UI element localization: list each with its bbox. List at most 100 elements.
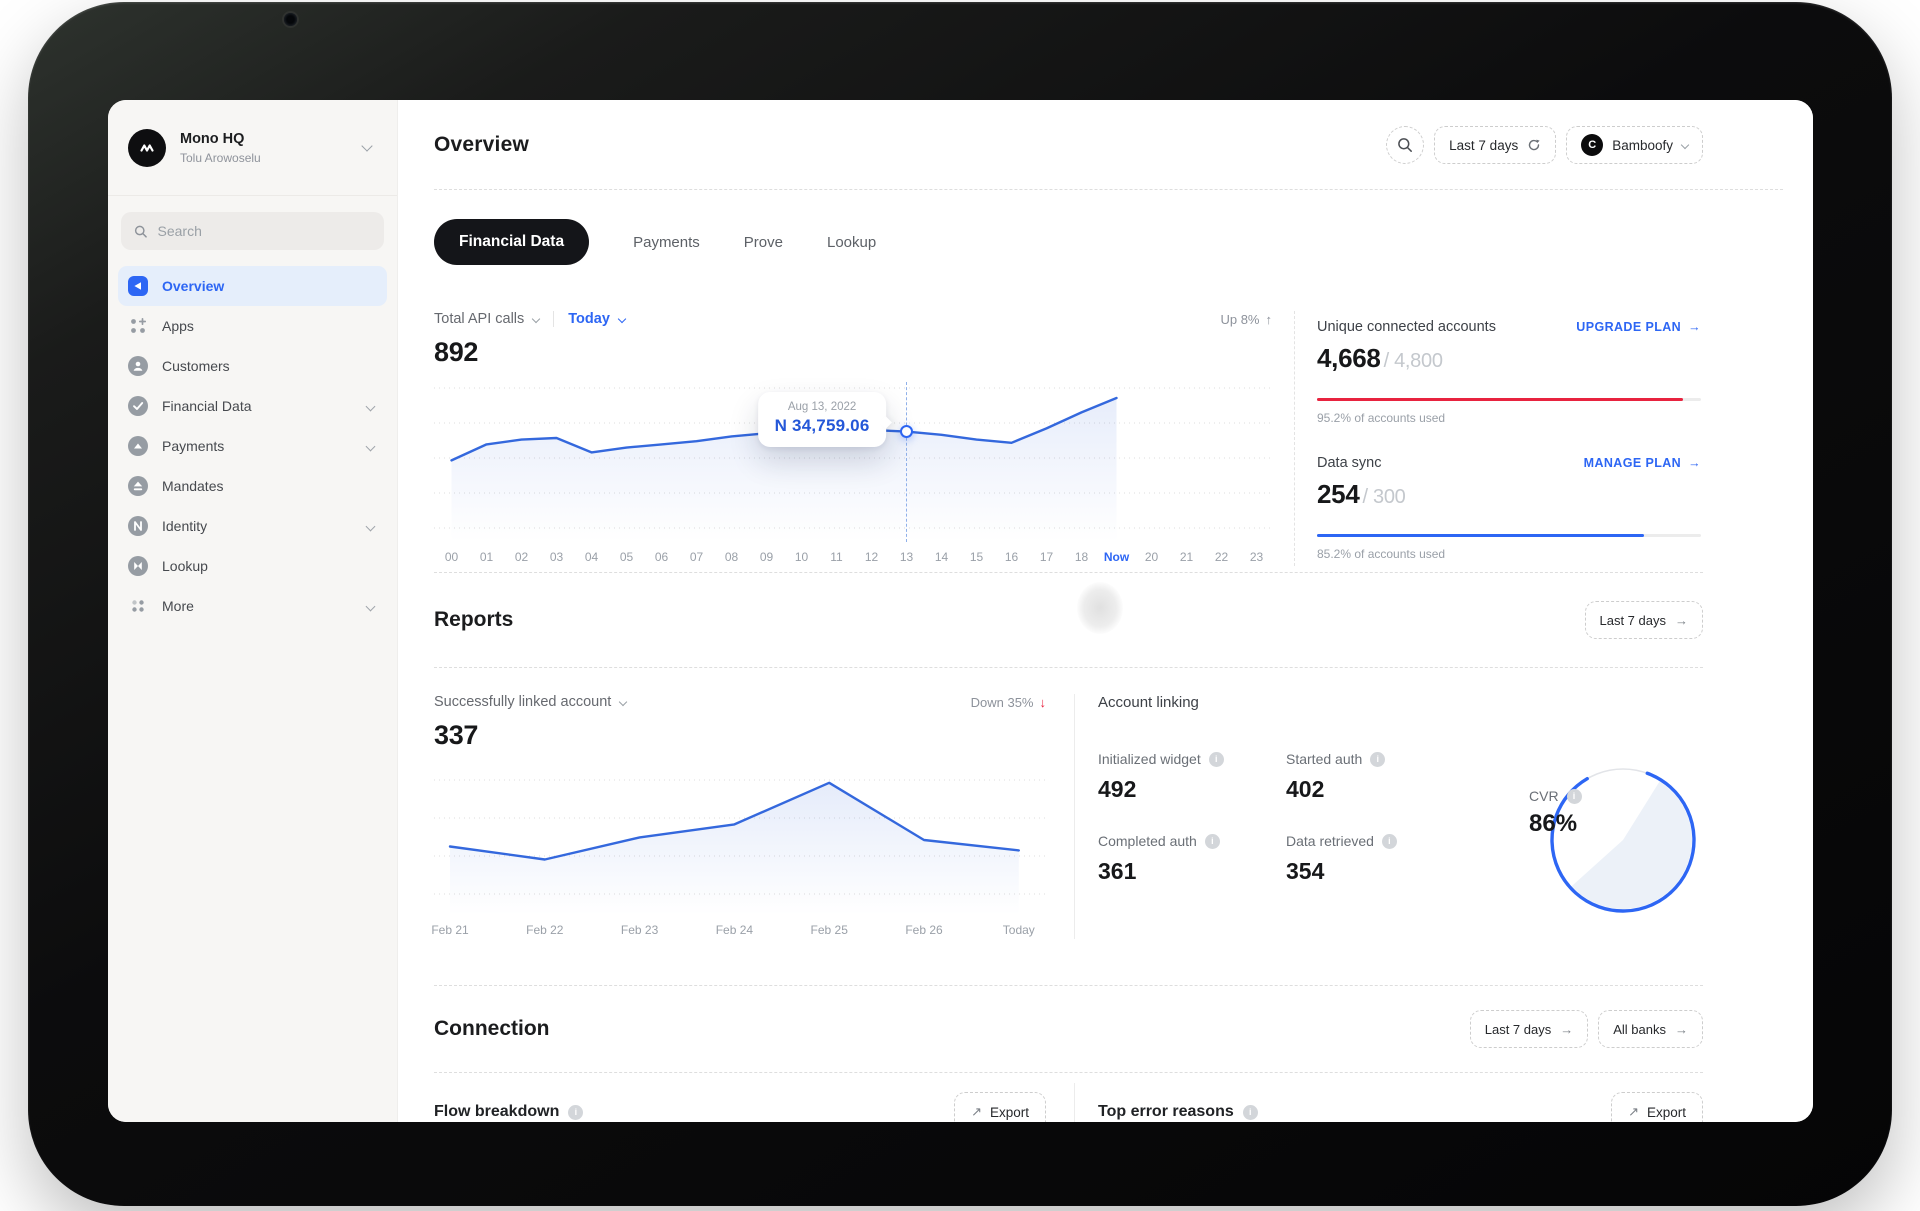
x-axis-labels: 00 01 02 03 04 05 06 07 08 09 10 11 12 13 14 15 16 17 18 No… — [434, 550, 1273, 566]
search-button[interactable] — [1386, 126, 1425, 164]
x-tick: Feb 25 — [810, 923, 848, 937]
info-icon[interactable]: i — [568, 1104, 584, 1120]
metric-value: 492 — [1098, 776, 1137, 802]
tab-financial-data[interactable]: Financial Data — [434, 219, 590, 265]
x-tick: 12 — [864, 550, 879, 564]
period-select[interactable]: Today — [568, 311, 627, 327]
sidebar-item-label: Financial Data — [162, 398, 252, 414]
info-icon[interactable]: i — [1370, 751, 1386, 767]
x-tick: 21 — [1179, 550, 1194, 564]
workspace-switcher[interactable]: Mono HQ Tolu Arowoselu — [108, 100, 397, 196]
sidebar-item-label: Identity — [162, 518, 208, 534]
api-calls-header: Total API calls Today Up 8% ↑ — [434, 311, 1272, 327]
metric-select[interactable]: Total API calls — [434, 311, 541, 327]
account-menu-button[interactable]: C Bamboofy — [1566, 126, 1703, 164]
x-tick: Today — [1002, 923, 1035, 937]
plan-head: Data sync MANAGE PLAN → — [1317, 455, 1701, 471]
arrow-right-icon: → — [1675, 612, 1688, 628]
connection-period-button[interactable]: Last 7 days → — [1469, 1010, 1589, 1048]
sidebar-item-overview[interactable]: Overview — [118, 266, 387, 306]
flow-breakdown-title: Flow breakdown i — [434, 1103, 584, 1121]
tooltip-value: N 34,759.06 — [774, 416, 870, 435]
chevron-down-icon — [617, 314, 627, 324]
sidebar-item-label: Payments — [162, 438, 225, 454]
metric-label: Started auth — [1286, 751, 1363, 767]
info-icon[interactable]: i — [1566, 788, 1582, 804]
info-icon[interactable]: i — [1204, 833, 1220, 849]
account-linking-metrics: Initialized widget i 492 Started auth i 40… — [1098, 751, 1490, 885]
connection-panels: Flow breakdown i ↗ Export Top error reas… — [434, 1073, 1703, 1122]
info-icon[interactable]: i — [1242, 1104, 1258, 1120]
report-metric-select[interactable]: Successfully linked account — [434, 694, 628, 710]
x-tick: 05 — [619, 550, 634, 564]
sidebar-item-payments[interactable]: Payments — [118, 426, 387, 466]
export-label: Export — [1646, 1104, 1686, 1120]
x-tick: 01 — [479, 550, 494, 564]
x-tick: Now — [1103, 550, 1130, 564]
all-banks-button[interactable]: All banks → — [1598, 1010, 1703, 1048]
used-value: 254 — [1317, 479, 1360, 509]
sidebar-item-financial-data[interactable]: Financial Data — [118, 386, 387, 426]
plan-usage-value: 4,668/ 4,800 — [1317, 343, 1701, 374]
tab-lookup[interactable]: Lookup — [826, 233, 877, 251]
all-banks-label: All banks — [1613, 1021, 1666, 1037]
used-value: 4,668 — [1317, 343, 1381, 373]
export-button[interactable]: ↗ Export — [1611, 1092, 1703, 1122]
metric-label: Initialized widget — [1098, 751, 1201, 767]
report-metric-label: Successfully linked account — [434, 694, 612, 710]
cvr-value: 86% — [1529, 810, 1578, 837]
x-tick: 11 — [830, 550, 843, 564]
search-icon — [134, 225, 147, 238]
x-tick: 03 — [549, 550, 564, 564]
metric-value: 402 — [1286, 776, 1325, 802]
upgrade-plan-link[interactable]: UPGRADE PLAN → — [1576, 320, 1701, 334]
metric-select-label: Total API calls — [434, 311, 525, 327]
sidebar-item-mandates[interactable]: Mandates — [118, 466, 387, 506]
arrow-up-right-icon: ↗ — [971, 1104, 982, 1119]
limit-value: / 300 — [1362, 486, 1406, 508]
metric-started-auth: Started auth i 402 — [1286, 751, 1490, 803]
period-select-label: Today — [568, 311, 610, 327]
sidebar-item-more[interactable]: More — [118, 586, 387, 626]
sidebar-item-lookup[interactable]: Lookup — [118, 546, 387, 586]
info-icon[interactable]: i — [1208, 751, 1224, 767]
tab-prove[interactable]: Prove — [743, 233, 783, 251]
x-tick: Feb 26 — [905, 923, 943, 937]
sidebar-item-apps[interactable]: Apps — [118, 306, 387, 346]
chevron-down-icon — [365, 401, 376, 411]
x-tick: 22 — [1214, 550, 1229, 564]
x-tick: 04 — [584, 550, 599, 564]
connection-section-header: Connection Last 7 days → All banks → — [434, 985, 1703, 1073]
plan-head: Unique connected accounts UPGRADE PLAN → — [1317, 319, 1701, 335]
usage-progress-track — [1317, 398, 1701, 401]
manage-plan-link[interactable]: MANAGE PLAN → — [1584, 456, 1701, 470]
reports-content: Successfully linked account Down 35% ↓ 3… — [431, 668, 1703, 939]
sidebar-item-identity[interactable]: Identity — [118, 506, 387, 546]
x-tick: 23 — [1249, 550, 1264, 564]
trend-label: Down 35% — [970, 694, 1034, 710]
arrow-up-icon: ↑ — [1265, 311, 1273, 327]
chevron-down-icon — [365, 521, 376, 531]
metric-data-retrieved: Data retrieved i 354 — [1286, 833, 1490, 885]
metric-label: Data retrieved — [1286, 833, 1374, 849]
identity-icon — [128, 516, 148, 536]
export-button[interactable]: ↗ Export — [954, 1092, 1046, 1122]
main-content: Overview Last 7 days C Bamboofy — [398, 100, 1813, 1122]
x-tick: 10 — [794, 550, 809, 564]
search-input[interactable] — [157, 223, 371, 239]
reports-period-button[interactable]: Last 7 days → — [1584, 601, 1703, 639]
metric-completed-auth: Completed auth i 361 — [1098, 833, 1286, 885]
sidebar-search[interactable] — [121, 212, 384, 250]
sidebar-item-customers[interactable]: Customers — [118, 346, 387, 386]
linked-accounts-panel: Successfully linked account Down 35% ↓ 3… — [431, 694, 1075, 939]
header-actions: Last 7 days C Bamboofy — [1386, 126, 1703, 164]
info-icon[interactable]: i — [1381, 833, 1397, 849]
metric-selectors: Total API calls Today — [434, 311, 627, 327]
date-range-button[interactable]: Last 7 days — [1434, 126, 1557, 164]
trend-label: Up 8% — [1220, 311, 1260, 327]
api-calls-chart-panel: Total API calls Today Up 8% ↑ — [434, 311, 1295, 566]
tab-payments[interactable]: Payments — [633, 233, 700, 251]
chevron-down-icon — [532, 314, 541, 324]
date-range-label: Last 7 days — [1449, 137, 1519, 153]
sidebar-item-label: Overview — [162, 278, 225, 294]
